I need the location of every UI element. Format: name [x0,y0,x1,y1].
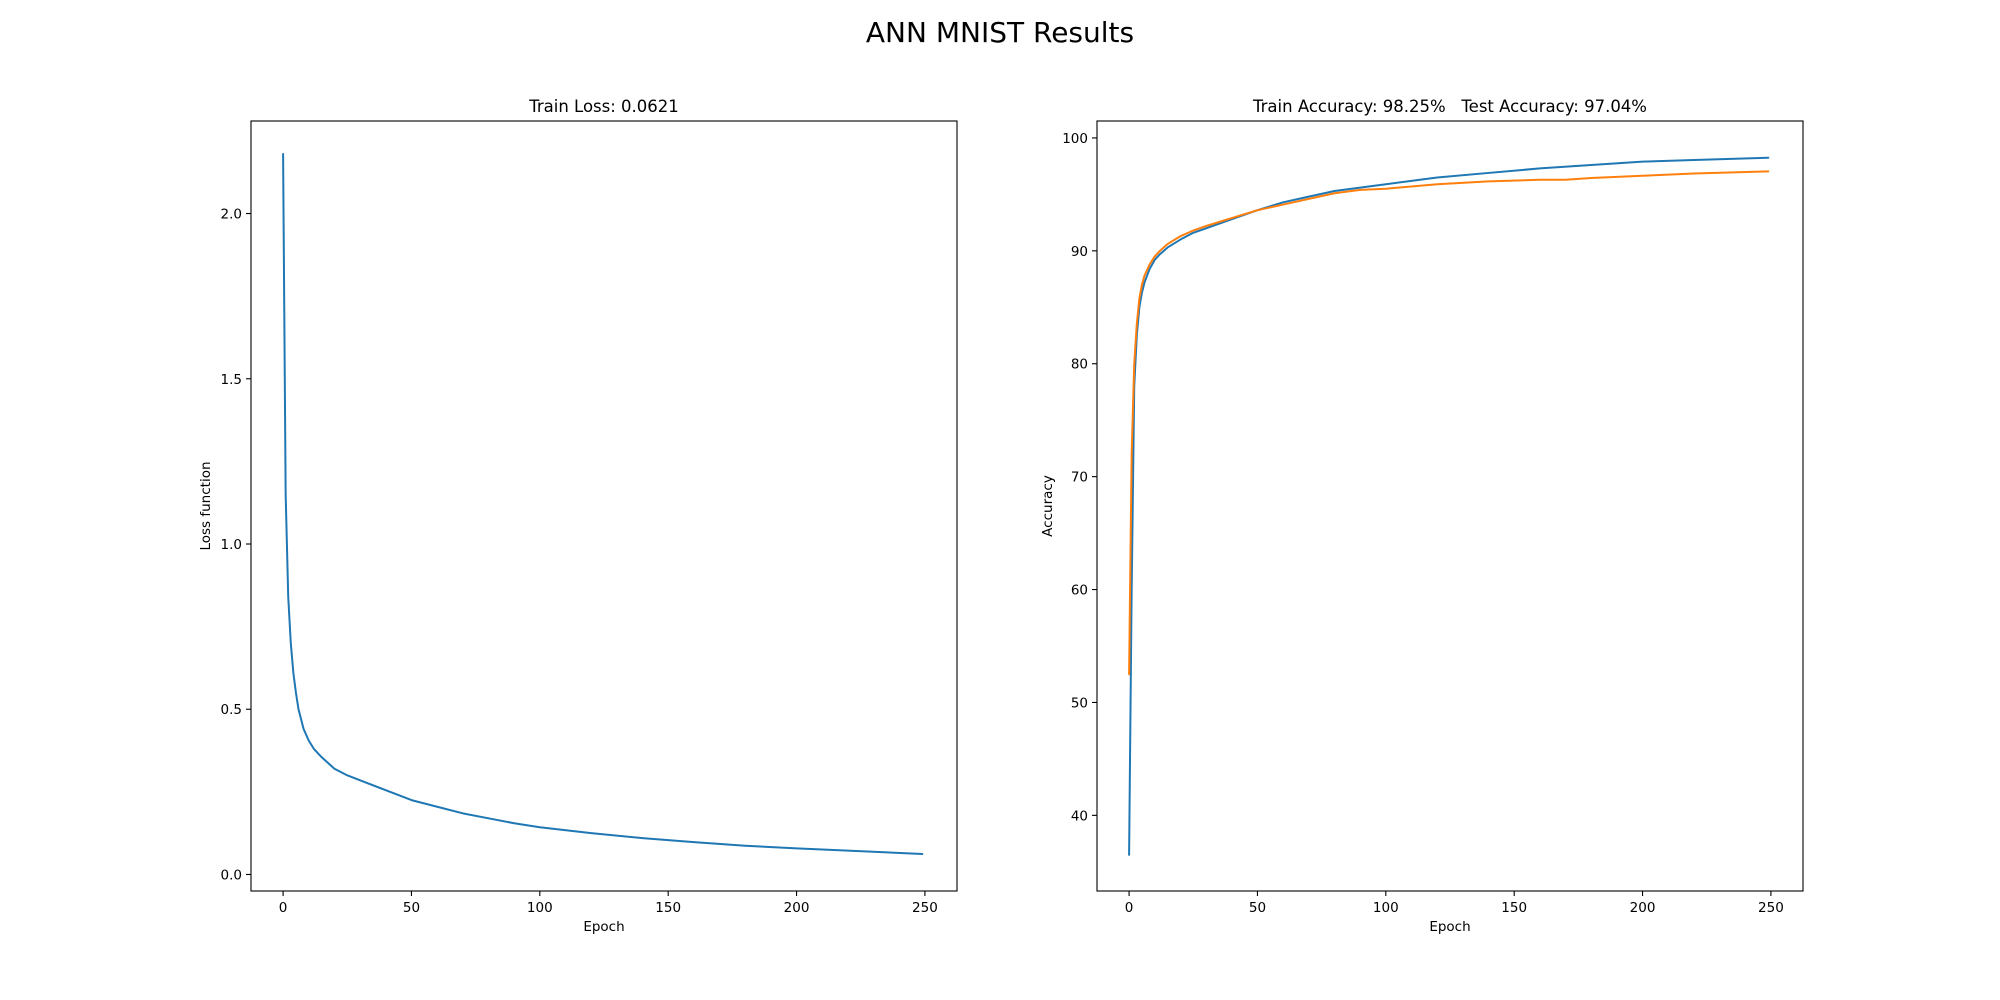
accuracy-chart-ylabel: Accuracy [1040,475,1056,537]
accuracy-chart-axes-frame [1096,120,1804,892]
loss-chart-xtick-label: 0 [279,900,288,916]
figure-title: ANN MNIST Results [866,16,1134,49]
loss-chart-xtick-label: 150 [655,900,681,916]
loss-chart-xtick-label: 200 [784,900,810,916]
loss-chart-ylabel: Loss function [198,461,214,550]
accuracy-chart-ytick-label: 100 [1062,131,1088,147]
accuracy-chart-series-2-line [1128,170,1770,676]
loss-chart-title: Train Loss: 0.0621 [528,97,679,116]
accuracy-chart-xtick-label: 150 [1501,900,1527,916]
loss-chart-xlabel: Epoch [583,919,624,935]
accuracy-chart-xtick-label: 200 [1630,900,1656,916]
accuracy-chart-ytick-label: 40 [1071,808,1088,824]
accuracy-chart-xlabel: Epoch [1429,919,1470,935]
accuracy-chart-xtick-label: 50 [1249,900,1266,916]
accuracy-chart-ytick-label: 70 [1071,470,1088,486]
accuracy-chart-xtick-label: 100 [1373,900,1399,916]
accuracy-chart: Train Accuracy: 98.25% Test Accuracy: 97… [1040,97,1804,935]
loss-chart-xtick-label: 100 [527,900,553,916]
loss-chart-ytick-label: 0.0 [221,867,242,883]
accuracy-chart-title: Train Accuracy: 98.25% Test Accuracy: 97… [1252,97,1647,116]
accuracy-chart-ytick-label: 60 [1071,583,1088,599]
loss-chart-series-1-line [282,153,924,855]
loss-chart-axes-frame [250,120,958,892]
loss-chart-ytick-label: 0.5 [221,702,242,718]
accuracy-chart-xtick-label: 0 [1125,900,1134,916]
loss-chart-xtick-label: 50 [403,900,420,916]
loss-chart: Train Loss: 0.0621 Epoch Loss function 0… [198,97,958,935]
loss-chart-ytick-label: 1.5 [221,372,242,388]
loss-chart-xtick-label: 250 [912,900,938,916]
loss-chart-ytick-label: 1.0 [221,537,242,553]
accuracy-chart-ytick-label: 90 [1071,244,1088,260]
accuracy-chart-ytick-label: 50 [1071,695,1088,711]
accuracy-chart-series-1-line [1128,156,1770,856]
accuracy-chart-ytick-label: 80 [1071,357,1088,373]
loss-chart-ytick-label: 2.0 [221,207,242,223]
accuracy-chart-xtick-label: 250 [1758,900,1784,916]
